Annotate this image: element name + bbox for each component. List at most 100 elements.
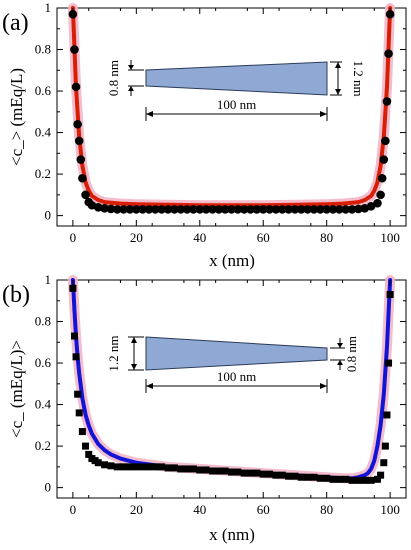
data-point [380, 459, 388, 467]
data-point [354, 204, 363, 214]
x-tick-label: 60 [257, 502, 270, 517]
data-point [70, 45, 79, 54]
data-point [208, 467, 216, 475]
data-point [252, 205, 262, 214]
data-point [342, 475, 350, 483]
data-point [81, 190, 90, 200]
data-point [170, 464, 178, 472]
data-point [316, 205, 325, 214]
data-point [71, 82, 81, 92]
x-tick-label: 100 [380, 230, 400, 245]
data-point [341, 205, 351, 214]
data-point [258, 205, 268, 214]
y-tick-label: 0.4 [35, 397, 52, 412]
data-point [221, 467, 229, 475]
pore-shape [145, 336, 328, 371]
data-point [265, 205, 274, 214]
data-point [119, 205, 128, 214]
data-point [335, 205, 344, 214]
x-tick-label: 80 [320, 502, 333, 517]
data-point [157, 205, 166, 214]
data-points-b [69, 284, 394, 484]
data-point [239, 205, 249, 214]
arrowhead [335, 62, 341, 68]
data-point [383, 411, 391, 419]
pore-inset-a: 100 nm 0.8 nm 1.2 nm [106, 60, 366, 121]
data-point [285, 472, 293, 480]
left-width-label: 1.2 nm [106, 335, 121, 371]
data-point [266, 470, 274, 478]
data-point [69, 284, 77, 292]
data-point [182, 205, 192, 214]
x-axis-label-b: x (nm) [209, 525, 255, 544]
panel-label-b: (b) [2, 282, 30, 308]
data-point [208, 205, 217, 214]
data-point [164, 464, 172, 472]
data-point [379, 155, 389, 164]
data-point [240, 469, 248, 477]
length-label: 100 nm [217, 369, 256, 384]
data-point [297, 473, 305, 481]
data-point [106, 204, 116, 214]
data-point [183, 465, 191, 473]
x-tick-label: 20 [130, 230, 143, 245]
y-axis-label-b: <c_ (mEq/L)> [7, 340, 26, 438]
x-tick-label: 40 [193, 230, 206, 245]
data-point [76, 155, 86, 164]
data-point [74, 390, 82, 398]
x-axis-label-a: x (nm) [209, 251, 255, 270]
data-point [189, 465, 197, 473]
data-point [144, 205, 154, 214]
data-point [202, 466, 210, 474]
data-point [82, 442, 90, 450]
data-point [100, 204, 109, 213]
data-point [271, 205, 281, 214]
left-width-label: 0.8 nm [106, 60, 121, 96]
arrowhead [128, 86, 134, 91]
data-point [290, 205, 300, 214]
right-width-label: 1.2 nm [351, 60, 366, 96]
data-point [78, 428, 86, 436]
data-point [303, 205, 312, 214]
data-point [354, 476, 362, 484]
arrowhead [337, 360, 343, 365]
y-tick-label: 0.8 [35, 314, 51, 329]
y-tick-label: 1 [45, 0, 52, 15]
y-tick-label: 0.4 [35, 125, 52, 140]
data-point [361, 476, 369, 484]
data-point [189, 205, 198, 214]
data-point [284, 205, 293, 214]
plot-frame-a [56, 7, 407, 227]
x-tick-label: 20 [130, 502, 143, 517]
x-tick-label: 0 [70, 230, 77, 245]
data-point [373, 475, 381, 483]
data-point [215, 467, 223, 475]
data-point [112, 205, 122, 214]
data-point [132, 205, 141, 214]
data-point [385, 9, 395, 19]
data-point [132, 463, 140, 471]
data-point [177, 465, 185, 473]
arrowhead [335, 89, 341, 95]
data-point [278, 471, 286, 479]
data-point [85, 450, 93, 458]
data-point [196, 466, 204, 474]
data-point [247, 469, 255, 477]
data-point [233, 205, 243, 214]
y-tick-label: 0.2 [35, 438, 51, 453]
data-point [367, 476, 375, 484]
arrowhead [146, 383, 153, 389]
data-point [75, 409, 83, 417]
data-point [234, 468, 242, 476]
y-tick-label: 0.6 [35, 355, 52, 370]
data-point [259, 470, 267, 478]
length-label: 100 nm [217, 97, 256, 112]
data-point [72, 353, 80, 361]
data-point [335, 475, 343, 483]
data-point [304, 473, 312, 481]
data-point [291, 472, 299, 480]
data-point [176, 205, 186, 214]
data-point [373, 198, 382, 208]
y-tick-label: 0.2 [35, 166, 51, 181]
